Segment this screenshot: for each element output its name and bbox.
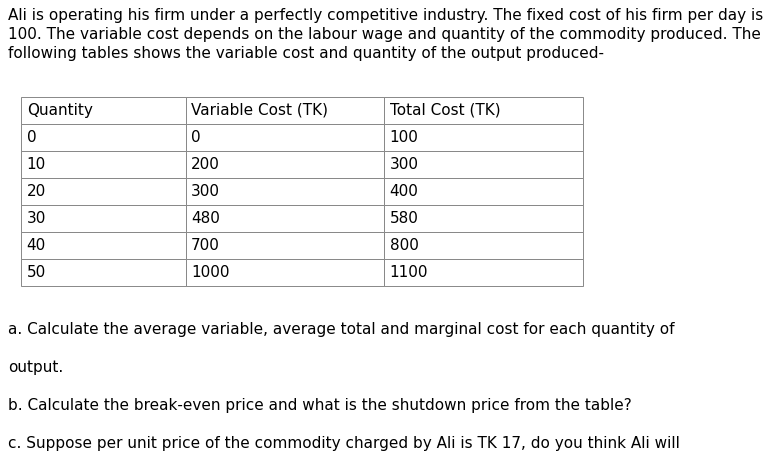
Text: following tables shows the variable cost and quantity of the output produced-: following tables shows the variable cost… — [8, 46, 604, 61]
Text: 1000: 1000 — [191, 265, 229, 280]
Text: 400: 400 — [390, 184, 419, 199]
Text: 30: 30 — [27, 211, 46, 226]
Text: b. Calculate the break-even price and what is the shutdown price from the table?: b. Calculate the break-even price and wh… — [8, 398, 632, 413]
Text: 800: 800 — [390, 238, 419, 253]
Text: Quantity: Quantity — [27, 103, 92, 118]
Text: 0: 0 — [27, 130, 37, 145]
Text: output.: output. — [8, 360, 63, 375]
Text: 200: 200 — [191, 157, 220, 172]
Text: 10: 10 — [27, 157, 46, 172]
Text: Total Cost (TK): Total Cost (TK) — [390, 103, 500, 118]
Text: 50: 50 — [27, 265, 46, 280]
Text: a. Calculate the average variable, average total and marginal cost for each quan: a. Calculate the average variable, avera… — [8, 322, 675, 337]
Text: 40: 40 — [27, 238, 46, 253]
Text: 700: 700 — [191, 238, 220, 253]
Text: 100. The variable cost depends on the labour wage and quantity of the commodity : 100. The variable cost depends on the la… — [8, 27, 761, 42]
Text: 0: 0 — [191, 130, 201, 145]
Text: 480: 480 — [191, 211, 220, 226]
Text: Variable Cost (TK): Variable Cost (TK) — [191, 103, 328, 118]
Text: c. Suppose per unit price of the commodity charged by Ali is TK 17, do you think: c. Suppose per unit price of the commodi… — [8, 436, 680, 451]
Text: 100: 100 — [390, 130, 419, 145]
Text: 1100: 1100 — [390, 265, 428, 280]
Text: 580: 580 — [390, 211, 419, 226]
Text: Ali is operating his firm under a perfectly competitive industry. The fixed cost: Ali is operating his firm under a perfec… — [8, 8, 764, 23]
Text: 300: 300 — [390, 157, 419, 172]
Text: 20: 20 — [27, 184, 46, 199]
Text: 300: 300 — [191, 184, 220, 199]
